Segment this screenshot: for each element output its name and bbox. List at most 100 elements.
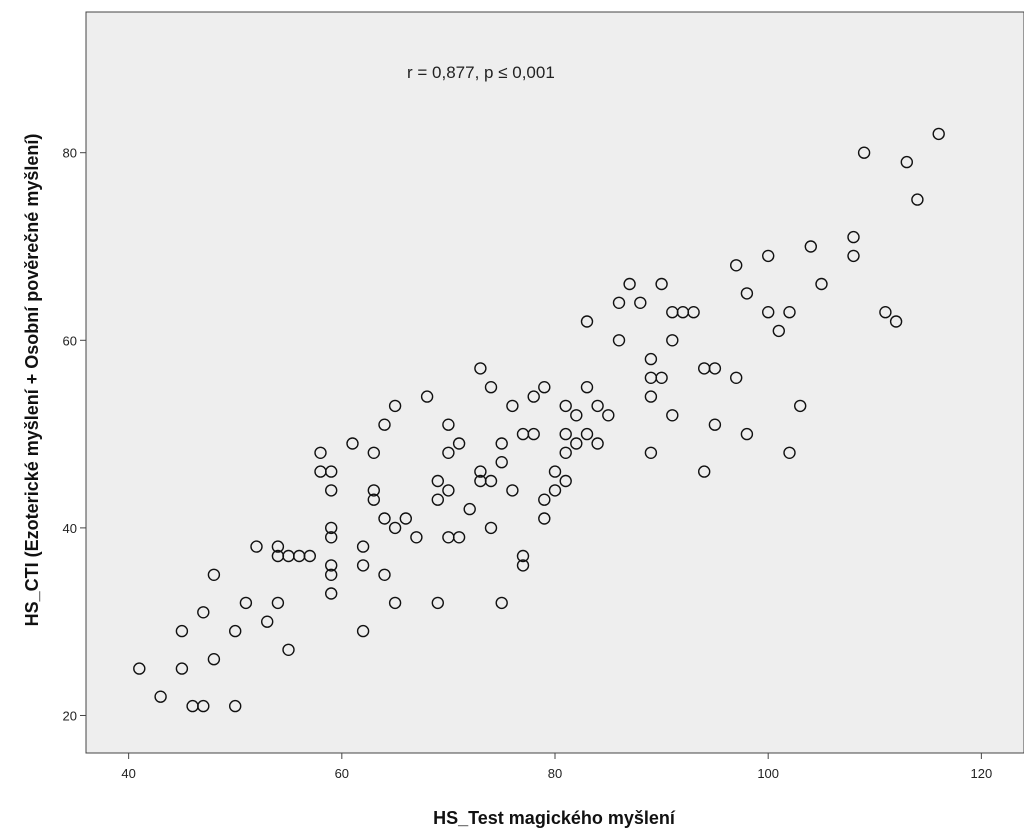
data-point — [325, 568, 338, 581]
data-point — [495, 596, 508, 610]
data-point — [356, 540, 370, 553]
data-point — [612, 334, 626, 347]
data-point — [932, 127, 945, 141]
data-point — [698, 465, 711, 478]
data-point — [506, 484, 519, 497]
data-point — [623, 277, 636, 291]
data-point — [484, 521, 498, 535]
data-point — [655, 277, 668, 291]
data-point — [271, 596, 285, 610]
data-point — [442, 446, 455, 459]
data-point — [730, 371, 743, 384]
data-point — [708, 418, 722, 431]
data-point — [271, 540, 285, 553]
data-point — [261, 615, 274, 628]
y-axis-title: HS_CTI (Ezoterické myšlení + Osobní pově… — [22, 134, 42, 627]
data-point — [879, 306, 892, 319]
x-tick-label: 100 — [757, 766, 779, 781]
axes: 40 60 80 100 120 20 40 60 80 — [63, 146, 993, 781]
data-point — [612, 296, 626, 309]
data-point — [325, 521, 338, 535]
data-point — [506, 399, 519, 413]
data-point — [175, 624, 189, 638]
data-point — [325, 531, 338, 544]
data-point — [794, 399, 807, 413]
data-point — [474, 465, 487, 478]
data-point — [591, 399, 604, 413]
data-point — [431, 493, 444, 506]
data-point — [388, 399, 402, 413]
x-tick-label: 120 — [971, 766, 993, 781]
data-point — [314, 446, 327, 459]
data-point — [857, 146, 871, 159]
data-point — [580, 381, 594, 394]
data-point — [559, 446, 572, 459]
data-point — [378, 568, 391, 581]
data-point — [239, 596, 253, 610]
data-point — [772, 324, 785, 338]
data-point — [197, 699, 210, 713]
data-point — [303, 549, 316, 563]
data-point — [495, 456, 508, 469]
y-tick-label: 60 — [63, 333, 77, 348]
data-point — [228, 699, 242, 713]
data-point — [346, 437, 359, 450]
data-point — [367, 446, 380, 459]
data-point — [740, 427, 754, 441]
data-point — [474, 362, 487, 375]
data-point — [325, 559, 338, 572]
data-point — [378, 418, 391, 431]
data-point — [804, 240, 817, 253]
data-point — [516, 549, 530, 563]
data-point — [484, 474, 498, 488]
y-tick-label: 80 — [63, 146, 77, 161]
data-point — [420, 390, 434, 403]
y-tick-label: 40 — [63, 521, 77, 536]
data-point — [282, 643, 295, 656]
data-point — [538, 493, 551, 506]
x-tick-label: 60 — [335, 766, 349, 781]
data-point — [889, 315, 903, 328]
data-point — [740, 287, 754, 300]
data-point — [580, 315, 594, 328]
data-point — [367, 484, 380, 497]
data-point — [431, 474, 444, 488]
data-point — [325, 465, 338, 478]
data-point — [495, 437, 508, 450]
data-point — [356, 559, 370, 572]
data-point — [847, 249, 860, 263]
data-point — [634, 296, 647, 309]
data-point — [847, 230, 860, 244]
data-point — [250, 540, 263, 553]
correlation-annotation: r = 0,877, p ≤ 0,001 — [407, 63, 555, 82]
data-point — [207, 568, 221, 581]
data-point — [463, 502, 476, 516]
data-point — [559, 427, 572, 441]
data-point — [666, 334, 679, 347]
data-point — [687, 306, 700, 319]
data-point — [378, 512, 391, 525]
data-point — [762, 306, 775, 319]
data-point — [655, 371, 668, 384]
data-point — [325, 484, 338, 497]
data-point — [538, 381, 551, 394]
data-point — [452, 531, 466, 544]
data-point — [197, 606, 210, 619]
data-point — [133, 662, 146, 675]
plot-area — [85, 11, 1024, 754]
data-point — [730, 259, 743, 272]
data-point — [559, 399, 572, 413]
data-point — [516, 559, 530, 572]
data-point — [431, 596, 444, 610]
data-point — [644, 390, 658, 403]
data-point — [399, 512, 412, 525]
data-point — [452, 437, 466, 450]
data-point — [644, 352, 658, 366]
data-point — [154, 690, 167, 703]
data-point — [538, 512, 551, 525]
x-tick-label: 80 — [548, 766, 562, 781]
data-point — [207, 653, 221, 666]
data-point — [442, 484, 455, 497]
data-point — [527, 390, 540, 403]
